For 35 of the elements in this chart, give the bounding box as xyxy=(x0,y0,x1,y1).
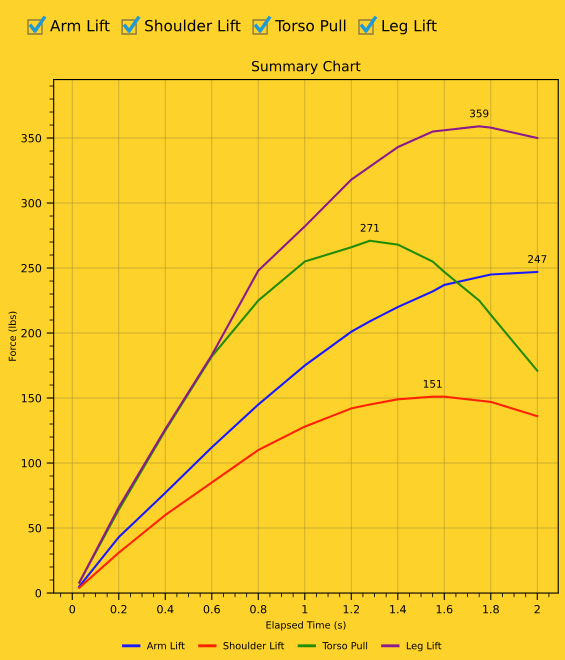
line-series xyxy=(78,396,538,589)
y-tick-label: 50 xyxy=(28,524,42,532)
annotation: 247 xyxy=(528,255,546,263)
x-tick-label: 0.4 xyxy=(157,605,174,614)
legend-label: Leg Lift xyxy=(406,642,442,652)
chart-title: Summary Chart xyxy=(252,60,360,74)
y-tick-label: 0 xyxy=(36,588,42,598)
annotation: 151 xyxy=(424,380,442,388)
x-tick-label: 1.8 xyxy=(483,605,499,614)
y-axis-title: Force (lbs) xyxy=(8,312,18,361)
x-tick-label: 0.8 xyxy=(250,605,266,614)
x-tick-label: 1.4 xyxy=(390,605,406,614)
x-tick-label: 1.2 xyxy=(344,605,360,614)
text: Leg Lift xyxy=(382,20,437,34)
text: Shoulder Lift xyxy=(145,20,241,32)
y-tick-label: 150 xyxy=(22,394,42,402)
text: Torso Pull xyxy=(275,20,346,32)
annotation: 359 xyxy=(470,109,488,118)
legend-label: Shoulder Lift xyxy=(224,642,284,650)
x-tick-label: 1 xyxy=(302,605,308,614)
y-tick-label: 200 xyxy=(21,328,42,338)
legend-label: Torso Pull xyxy=(322,642,368,650)
y-tick-label: 250 xyxy=(21,264,42,272)
x-axis-title: Elapsed Time (s) xyxy=(266,621,346,631)
x-tick-label: 2 xyxy=(534,605,540,614)
text: Arm Lift xyxy=(50,20,110,32)
annotation: 271 xyxy=(360,224,379,232)
x-tick-label: 0 xyxy=(69,605,76,614)
x-tick-label: 0.6 xyxy=(204,605,220,614)
x-tick-label: 0.2 xyxy=(110,605,126,614)
x-tick-label: 1.6 xyxy=(436,605,452,614)
y-tick-label: 100 xyxy=(22,458,42,468)
y-tick-label: 300 xyxy=(22,199,42,208)
legend-label: Arm Lift xyxy=(146,642,185,650)
y-tick-label: 350 xyxy=(22,134,42,142)
